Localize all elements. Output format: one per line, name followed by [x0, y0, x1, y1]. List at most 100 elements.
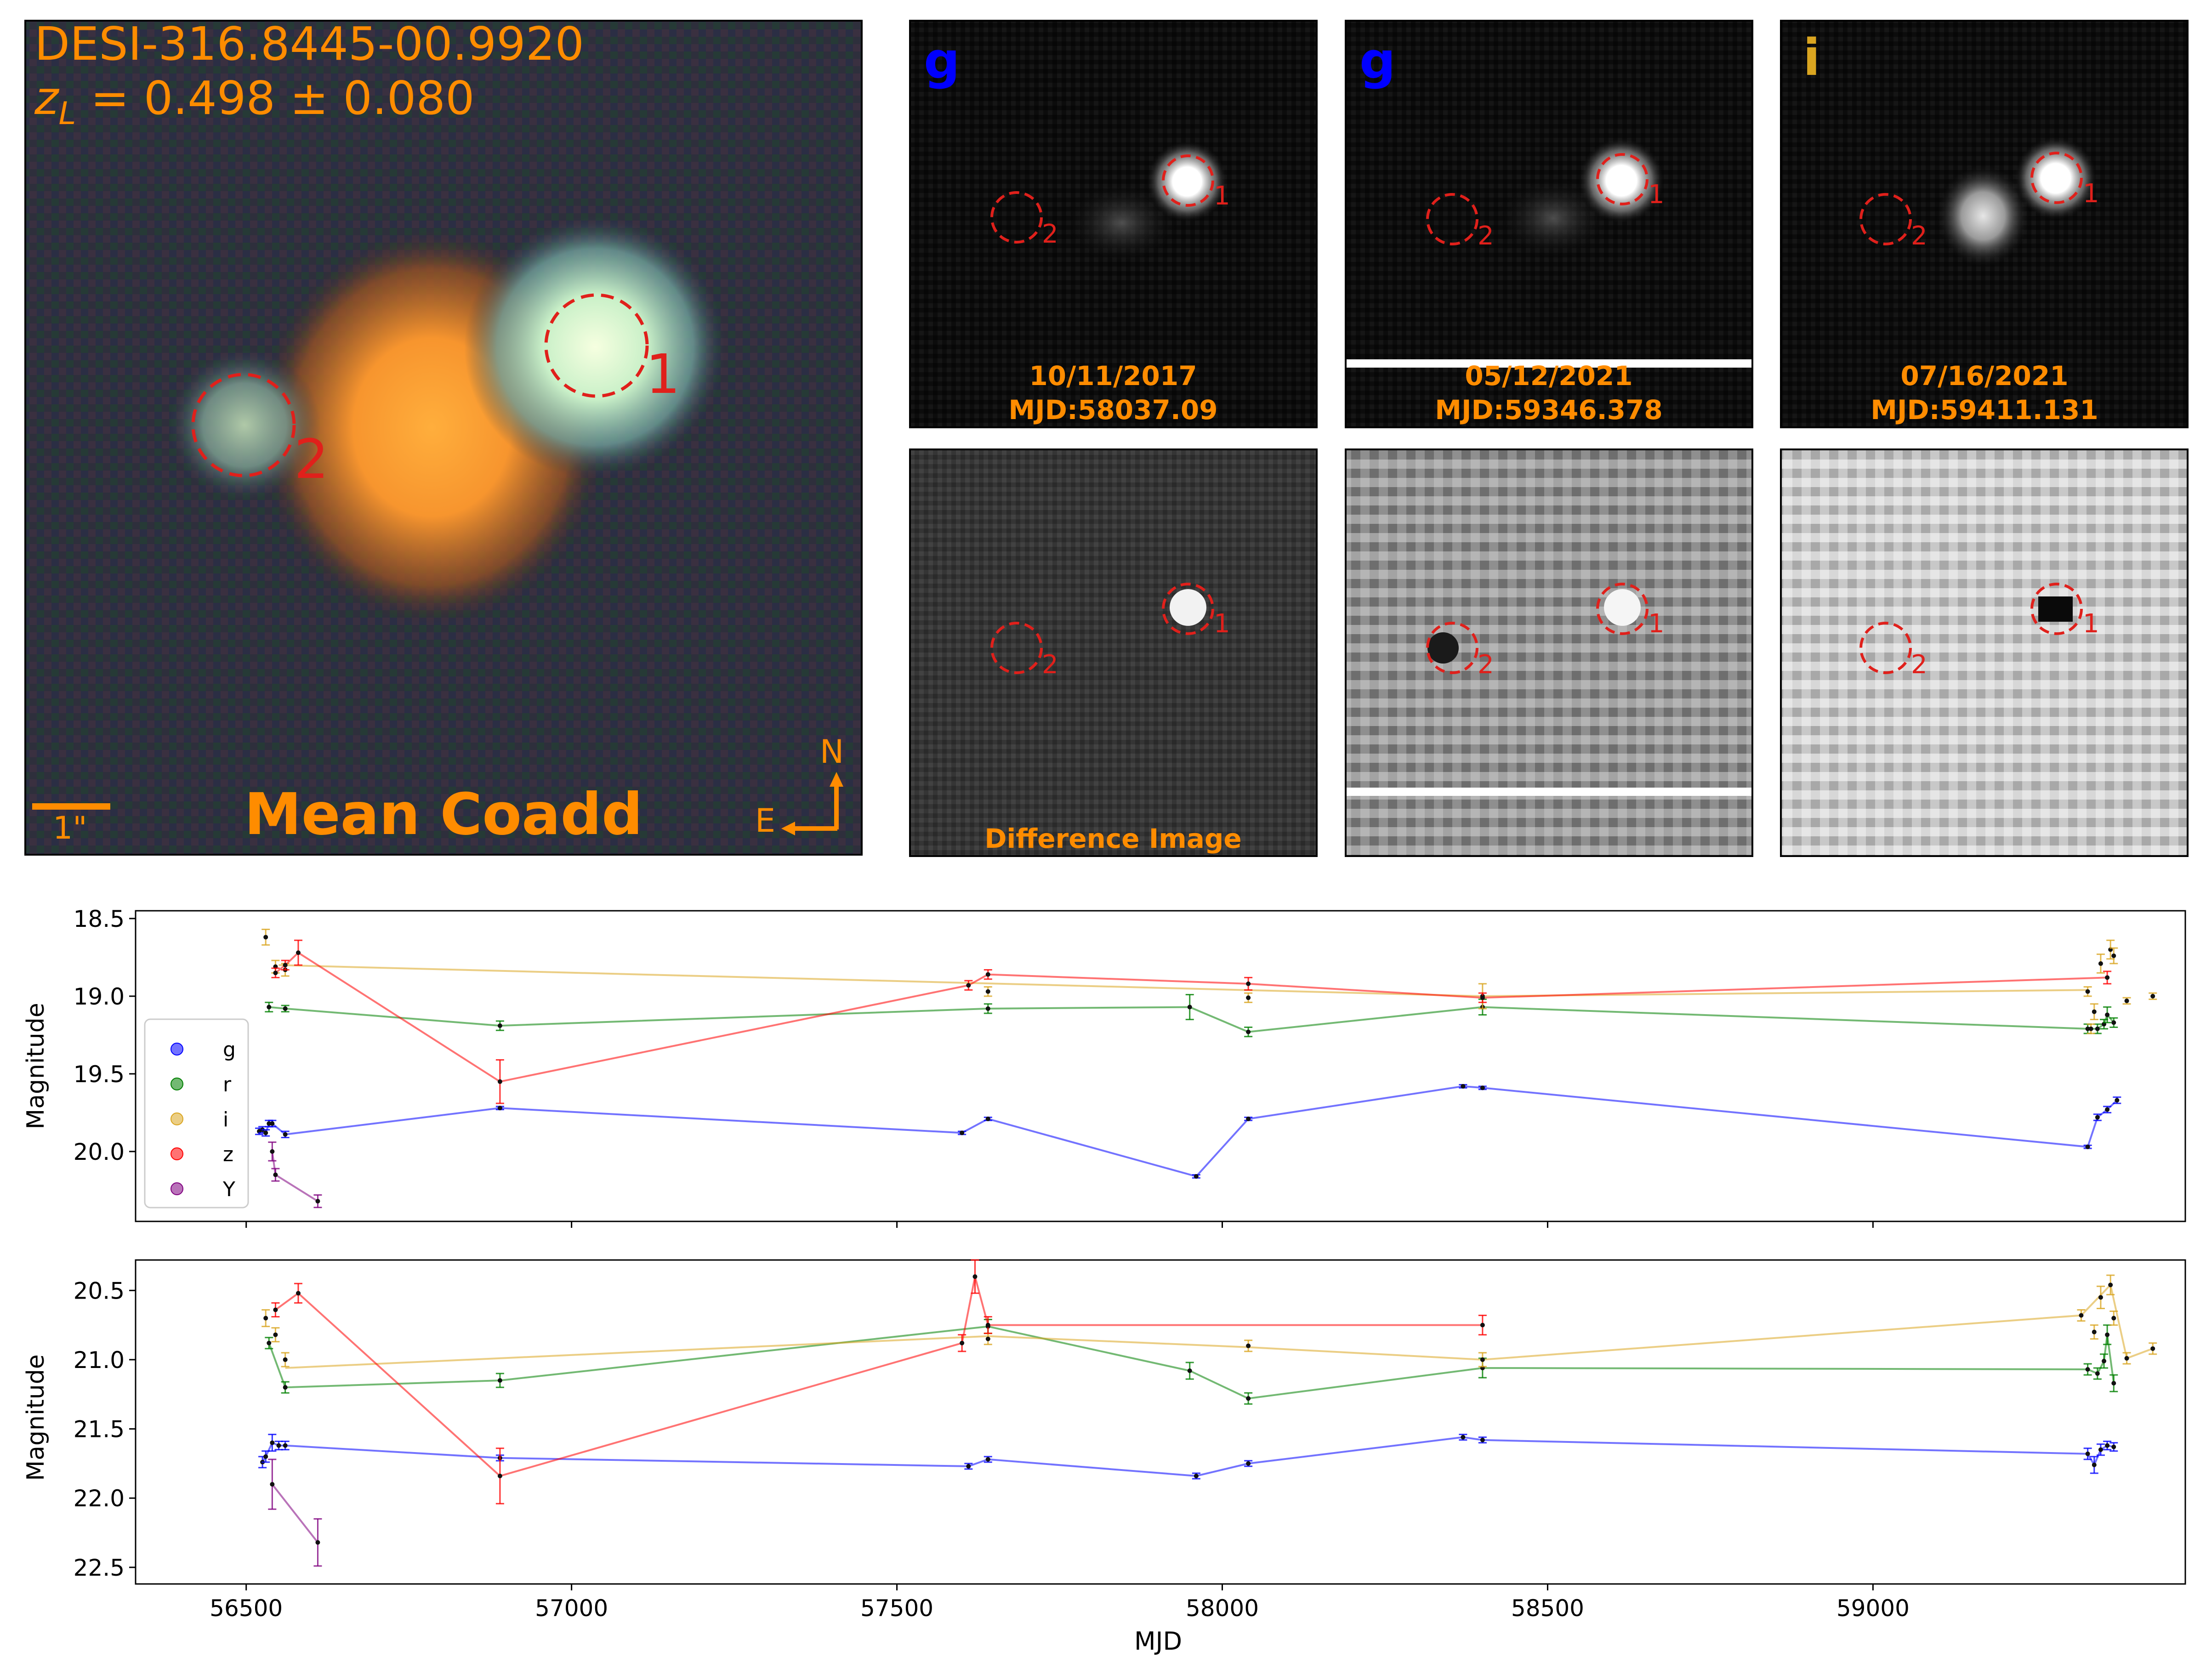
data-point-g	[1480, 1437, 1485, 1442]
plot-frame	[135, 910, 2186, 1222]
data-point-r	[2111, 1020, 2116, 1025]
data-point-i	[2098, 1295, 2103, 1300]
epoch-mjd: MJD:58037.09	[1008, 394, 1217, 426]
data-point-g	[1194, 1174, 1199, 1179]
data-point-g	[2085, 1144, 2090, 1149]
y-axis-label: Magnitude	[22, 1003, 50, 1129]
y-tick-label: 21.0	[74, 1347, 125, 1374]
target-name: DESI-316.8445-00.9920	[34, 17, 584, 71]
data-point-g	[985, 1457, 990, 1462]
x-tick-label: 59000	[1836, 1595, 1910, 1622]
data-point-i	[2111, 954, 2116, 959]
coadd-label: Mean Coadd	[244, 781, 643, 848]
data-point-i	[263, 935, 268, 940]
epoch-mjd: MJD:59346.378	[1435, 394, 1663, 426]
plot-frame	[135, 1259, 2186, 1585]
data-point-r	[2085, 1026, 2090, 1031]
data-point-r	[2085, 1367, 2090, 1372]
data-point-i	[263, 1316, 268, 1321]
marker-circle-2	[191, 373, 296, 477]
svg-text:1: 1	[1214, 181, 1230, 211]
data-point-i	[2124, 1356, 2129, 1361]
data-point-i	[2111, 1316, 2116, 1321]
data-point-r	[985, 1006, 990, 1011]
x-axis-label: MJD	[1134, 1627, 1182, 1656]
data-point-r	[283, 1385, 288, 1390]
data-point-g	[960, 1130, 965, 1135]
y-axis-label: Magnitude	[22, 1354, 50, 1481]
data-point-r	[497, 1023, 502, 1028]
data-point-r	[1187, 1368, 1192, 1374]
svg-text:1: 1	[1214, 609, 1230, 639]
data-point-r	[2102, 1358, 2107, 1363]
data-point-z	[972, 1274, 978, 1279]
svg-text:2: 2	[1042, 219, 1058, 249]
data-point-i	[2124, 999, 2129, 1004]
svg-text:2: 2	[1478, 650, 1494, 680]
data-point-i	[2085, 989, 2090, 994]
data-point-g	[276, 1443, 281, 1448]
scale-bar-label: 1"	[53, 810, 87, 846]
y-tick-label: 19.5	[74, 1061, 125, 1088]
coadd-panel: 1 2 DESI-316.8445-00.9920 zL = 0.498 ± 0…	[24, 17, 863, 856]
marker-circle-1	[544, 293, 649, 398]
data-point-r	[283, 1006, 288, 1011]
epoch-date: 10/11/2017	[1029, 360, 1197, 392]
compass-icon: N E	[755, 733, 844, 840]
legend-label-g: g	[223, 1038, 236, 1061]
data-point-r	[2105, 1012, 2110, 1017]
epoch-panel-1: 1 2 g 10/11/2017 MJD:58037.09	[909, 20, 1318, 428]
data-point-z	[1480, 1322, 1485, 1328]
difference-panel-1: 1 2 Difference Image	[909, 448, 1318, 857]
data-point-z	[960, 1340, 965, 1345]
data-point-i	[2092, 1009, 2097, 1014]
data-point-g	[1246, 1461, 1251, 1466]
data-point-i	[2098, 961, 2103, 966]
legend-label-i: i	[223, 1108, 228, 1131]
svg-text:2: 2	[1911, 221, 1927, 251]
series-line-Y	[271, 1483, 318, 1543]
data-point-Y	[315, 1199, 320, 1204]
data-point-i	[985, 989, 990, 994]
data-point-i	[2150, 993, 2155, 999]
data-point-g	[263, 1454, 268, 1459]
svg-text:N: N	[820, 733, 844, 771]
x-tick-label: 57000	[535, 1595, 608, 1622]
data-point-g	[1194, 1474, 1199, 1478]
data-point-z	[273, 1307, 278, 1312]
data-point-Y	[270, 1149, 275, 1154]
data-point-r	[497, 1378, 502, 1383]
scale-bar	[32, 803, 110, 810]
data-point-z	[497, 1079, 502, 1084]
data-point-z	[1480, 995, 1485, 1000]
data-point-i	[2108, 1283, 2113, 1288]
data-point-i	[283, 1357, 288, 1362]
svg-text:2: 2	[1911, 650, 1927, 680]
lensed-image-1	[464, 216, 726, 478]
difference-panel-2: 1 2	[1345, 448, 1753, 857]
y-tick-label: 19.0	[74, 983, 125, 1010]
difference-panel-3: 1 2	[1780, 448, 2189, 857]
x-tick-label: 58500	[1511, 1595, 1584, 1622]
data-point-r	[2111, 1381, 2116, 1386]
data-point-z	[985, 972, 990, 977]
band-label: g	[1359, 31, 1396, 90]
data-point-r	[2105, 1332, 2110, 1337]
data-point-i	[2150, 1346, 2155, 1351]
marker-label-2: 2	[294, 427, 329, 491]
y-tick-label: 21.5	[74, 1416, 125, 1443]
data-point-g	[270, 1121, 275, 1126]
data-point-i	[1246, 995, 1251, 1000]
legend-marker-r	[171, 1078, 183, 1090]
data-point-g	[283, 1132, 288, 1137]
data-point-z	[296, 950, 301, 955]
data-point-z	[296, 1291, 301, 1296]
series-line-i	[285, 1283, 2153, 1369]
legend-label-z: z	[223, 1143, 233, 1166]
svg-text:1: 1	[2083, 179, 2099, 209]
data-point-g	[2095, 1115, 2100, 1120]
data-point-g	[497, 1106, 502, 1111]
